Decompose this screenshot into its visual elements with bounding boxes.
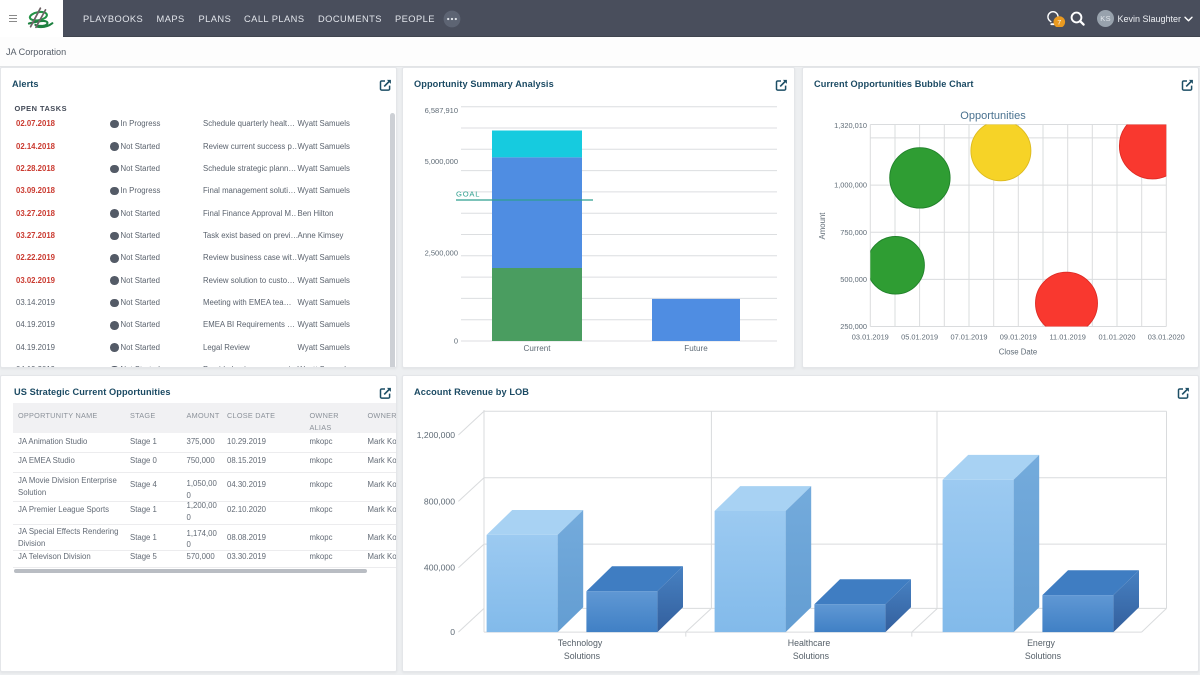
svg-text:Amount: Amount [818, 212, 827, 240]
svg-text:5,000,000: 5,000,000 [425, 157, 458, 166]
svg-text:2,500,000: 2,500,000 [425, 248, 458, 257]
svg-text:GOAL: GOAL [456, 190, 480, 199]
svg-text:400,000: 400,000 [424, 563, 455, 573]
svg-text:Healthcare: Healthcare [788, 638, 831, 648]
svg-text:6,587,910: 6,587,910 [425, 106, 458, 115]
svg-text:Opportunities: Opportunities [960, 110, 1026, 122]
svg-text:500,000: 500,000 [840, 275, 867, 284]
svg-text:0: 0 [454, 336, 458, 345]
svg-text:1,200,000: 1,200,000 [417, 430, 455, 440]
svg-text:Solutions: Solutions [793, 651, 830, 661]
svg-text:11.01.2019: 11.01.2019 [1049, 333, 1085, 342]
svg-text:750,000: 750,000 [840, 228, 867, 237]
svg-text:03.01.2019: 03.01.2019 [852, 333, 889, 342]
svg-text:07.01.2019: 07.01.2019 [951, 333, 988, 342]
svg-text:09.01.2019: 09.01.2019 [1000, 333, 1037, 342]
svg-text:800,000: 800,000 [424, 496, 455, 506]
svg-text:Energy: Energy [1027, 638, 1055, 648]
svg-text:0: 0 [450, 627, 455, 637]
svg-text:Solutions: Solutions [564, 651, 601, 661]
svg-text:01.01.2020: 01.01.2020 [1099, 333, 1136, 342]
svg-text:03.01.2020: 03.01.2020 [1148, 333, 1185, 342]
svg-text:7: 7 [1057, 19, 1061, 26]
svg-text:Current: Current [524, 344, 552, 353]
svg-text:Future: Future [684, 344, 708, 353]
svg-text:Solutions: Solutions [1025, 651, 1062, 661]
svg-text:250,000: 250,000 [840, 322, 867, 331]
svg-text:Technology: Technology [558, 638, 603, 648]
svg-text:1,000,000: 1,000,000 [834, 181, 867, 190]
svg-text:05.01.2019: 05.01.2019 [901, 333, 938, 342]
svg-text:1,320,010: 1,320,010 [834, 121, 867, 130]
svg-text:Close Date: Close Date [999, 348, 1038, 357]
